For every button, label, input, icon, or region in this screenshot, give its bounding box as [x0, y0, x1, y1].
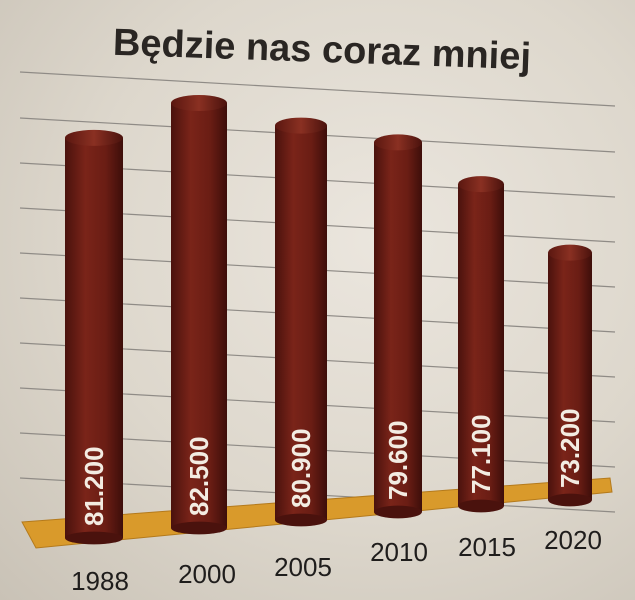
x-tick-label: 2010 — [370, 537, 428, 567]
bar-top-cap — [458, 176, 504, 193]
x-tick-label: 2005 — [274, 552, 332, 582]
bar-top-cap — [374, 134, 422, 151]
bar — [275, 117, 327, 527]
x-tick-label: 2015 — [458, 532, 516, 562]
bar-top-cap — [65, 129, 123, 146]
bar-bottom-cap — [65, 531, 123, 545]
bar-body — [548, 252, 592, 500]
bar-body — [458, 184, 504, 506]
data-label: 73.200 — [555, 408, 585, 488]
bar-body — [374, 142, 422, 512]
bars — [65, 95, 592, 545]
x-axis-tick-labels: 1988 2000 2005 2010 2015 2020 — [71, 525, 602, 596]
data-label: 77.100 — [466, 414, 496, 494]
bar — [458, 176, 504, 513]
data-label: 79.600 — [383, 420, 413, 500]
bar-top-cap — [275, 117, 327, 134]
bar-top-cap — [171, 95, 227, 111]
bar — [548, 244, 592, 507]
data-label: 80.900 — [286, 428, 316, 508]
bar-bottom-cap — [171, 521, 227, 535]
bar — [374, 134, 422, 519]
bar-top-cap — [548, 244, 592, 261]
bar-bottom-cap — [374, 505, 422, 519]
bar — [171, 95, 227, 535]
bar-bottom-cap — [548, 493, 592, 507]
data-label: 81.200 — [79, 446, 109, 526]
gridline — [19, 71, 616, 107]
chart-title: Będzie nas coraz mniej — [112, 22, 531, 79]
bar-body — [171, 103, 227, 528]
data-labels: 81.200 82.500 80.900 79.600 77.100 73.200 — [79, 408, 585, 526]
bar — [65, 129, 123, 545]
x-tick-label: 2000 — [178, 559, 236, 589]
bar-body — [275, 125, 327, 520]
bar-bottom-cap — [458, 499, 504, 513]
data-label: 82.500 — [184, 436, 214, 516]
bar-body — [65, 137, 123, 539]
x-tick-label: 1988 — [71, 566, 129, 596]
x-tick-label: 2020 — [544, 525, 602, 555]
bar-bottom-cap — [275, 513, 327, 527]
